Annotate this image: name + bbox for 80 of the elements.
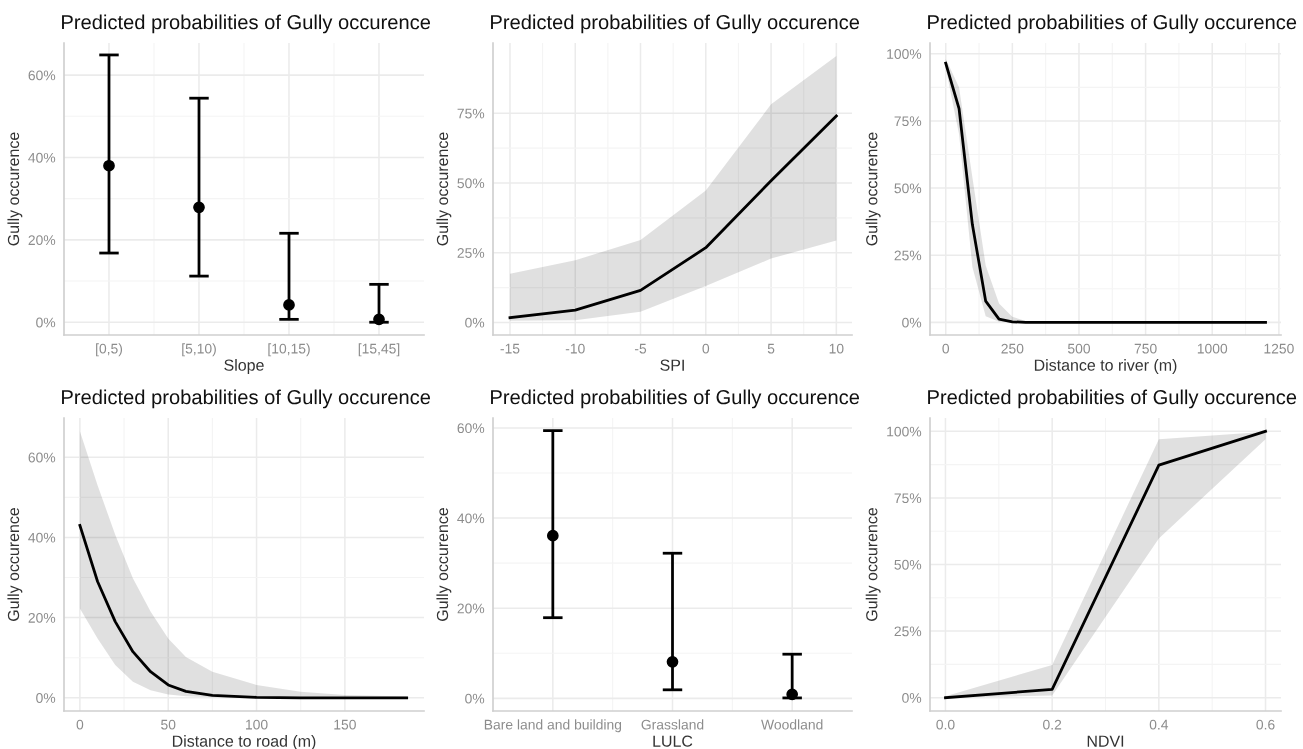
- x-axis-title: Distance to river (m): [1034, 359, 1177, 374]
- x-tick-label: 500: [1067, 343, 1091, 354]
- y-tick-label: 25%: [894, 250, 922, 261]
- y-tick-label: 0%: [36, 317, 56, 328]
- x-axis-title: Distance to road (m): [172, 735, 316, 749]
- y-tick-label: 75%: [894, 493, 922, 504]
- x-tick-label: 1250: [1264, 343, 1294, 354]
- x-tick-label: [15,45]: [358, 343, 400, 357]
- x-tick-label: 0.4: [1149, 719, 1169, 730]
- y-axis-title: Gully occurence: [436, 132, 452, 246]
- y-tick-label: 0%: [902, 317, 922, 328]
- x-tick-label: Bare land and building: [484, 719, 622, 733]
- y-tick-label: 100%: [887, 426, 922, 437]
- point: [193, 201, 205, 214]
- x-tick-label: -15: [500, 343, 520, 354]
- x-tick-label: -10: [565, 343, 585, 354]
- y-axis-title: Gully occurence: [865, 507, 881, 621]
- x-tick-label: 0: [702, 343, 710, 354]
- x-axis-title: LULC: [653, 735, 693, 747]
- y-tick-label: 25%: [457, 248, 485, 258]
- y-tick-label: 50%: [457, 178, 485, 189]
- y-tick-label: 50%: [894, 183, 922, 194]
- x-tick-label: 50: [161, 719, 176, 730]
- x-tick-label: 0.6: [1256, 719, 1275, 730]
- y-axis-title: Gully occurence: [436, 507, 452, 621]
- y-tick-label: 0%: [465, 317, 485, 328]
- y-tick-label: 0%: [36, 693, 56, 703]
- point: [786, 688, 799, 701]
- line-series: [508, 114, 838, 320]
- x-tick-label: 5: [767, 343, 775, 354]
- chart-title: Predicted probabilities of Gully occurence: [928, 389, 1297, 409]
- point: [373, 313, 385, 326]
- x-tick-label: 0.0: [936, 719, 955, 730]
- y-tick-label: 50%: [894, 559, 922, 570]
- chart-title: Predicted probabilities of Gully occurence: [62, 389, 431, 409]
- chart-title: Predicted probabilities of Gully occurence: [62, 14, 431, 34]
- point: [546, 529, 559, 542]
- point: [666, 656, 679, 668]
- x-tick-label: Woodland: [761, 719, 823, 730]
- y-tick-label: 40%: [28, 532, 56, 543]
- y-tick-label: 60%: [457, 423, 485, 434]
- x-tick-label: [10,15): [268, 343, 310, 357]
- x-tick-label: 0: [942, 343, 950, 354]
- x-tick-label: 250: [1001, 343, 1024, 354]
- x-tick-label: 0.2: [1043, 719, 1062, 730]
- y-tick-label: 60%: [28, 452, 56, 463]
- x-axis-title: SPI: [660, 359, 684, 371]
- x-tick-label: [5,10): [182, 343, 216, 357]
- y-tick-label: 25%: [894, 626, 922, 637]
- y-tick-label: 75%: [457, 108, 485, 119]
- y-tick-label: 20%: [457, 603, 485, 614]
- y-tick-label: 20%: [28, 235, 56, 246]
- y-tick-label: 40%: [28, 152, 56, 163]
- x-tick-label: 1000: [1197, 343, 1228, 354]
- y-tick-label: 40%: [457, 513, 485, 524]
- y-axis-title: Gully occurence: [7, 132, 23, 246]
- x-axis-title: NDVI: [1087, 735, 1124, 747]
- chart-title: Predicted probabilities of Gully occurence: [491, 389, 860, 409]
- x-tick-label: 0: [76, 719, 84, 730]
- point: [283, 299, 295, 311]
- chart-title: Predicted probabilities of Gully occurence: [928, 14, 1297, 34]
- x-tick-label: 150: [334, 719, 356, 730]
- chart-title: Predicted probabilities of Gully occurence: [491, 14, 860, 34]
- x-axis-title: Slope: [224, 359, 264, 374]
- x-tick-label: 750: [1134, 343, 1157, 354]
- y-tick-label: 100%: [887, 49, 922, 59]
- y-tick-label: 20%: [28, 612, 56, 623]
- y-tick-label: 0%: [902, 693, 922, 703]
- x-tick-label: -5: [634, 343, 647, 354]
- y-tick-label: 0%: [465, 693, 485, 704]
- x-tick-label: Grassland: [641, 719, 704, 730]
- y-axis-title: Gully occurence: [865, 132, 881, 246]
- x-tick-label: 10: [829, 343, 844, 354]
- x-tick-label: 100: [246, 719, 268, 730]
- point: [103, 159, 115, 172]
- y-axis-title: Gully occurence: [7, 507, 23, 621]
- y-tick-label: 60%: [28, 70, 56, 81]
- x-tick-label: [0,5): [96, 343, 123, 357]
- y-tick-label: 75%: [894, 116, 922, 127]
- line-series: [78, 524, 409, 700]
